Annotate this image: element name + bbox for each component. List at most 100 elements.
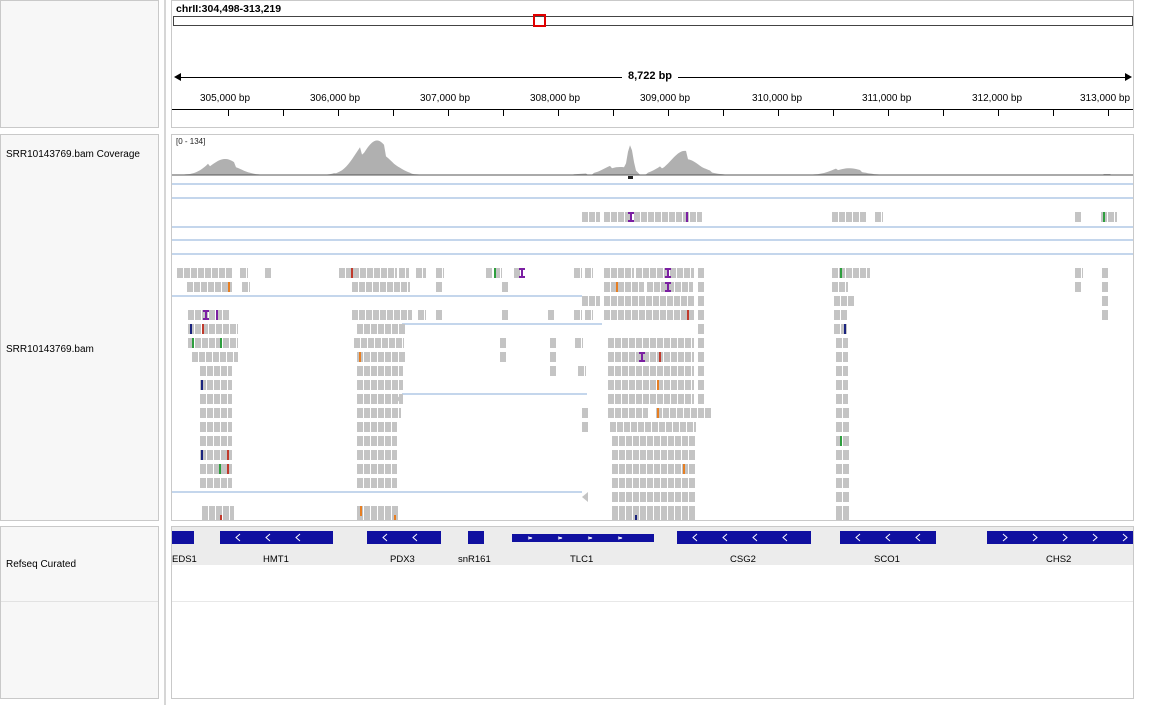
aligned-read: [692, 338, 694, 348]
aligned-read: [381, 268, 387, 278]
aligned-read: [625, 268, 631, 278]
ruler-tick: [998, 109, 999, 116]
ruler-label: 308,000 bp: [530, 93, 581, 104]
aligned-read: [229, 282, 232, 292]
ruler-tick: [338, 109, 339, 116]
aligned-read: [612, 436, 618, 446]
aligned-read: [640, 478, 646, 488]
aligned-read: [214, 366, 220, 376]
aligned-read: [611, 296, 617, 306]
gene-label[interactable]: CSG2: [730, 554, 756, 565]
aligned-read: [684, 268, 690, 278]
aligned-read: [689, 492, 695, 502]
locus-label: chrII:304,498-313,219: [176, 3, 282, 15]
aligned-read: [230, 515, 234, 520]
aligned-read: [378, 478, 384, 488]
alignment-view[interactable]: [172, 135, 1133, 520]
aligned-read: [608, 394, 614, 404]
gene-label[interactable]: CHS2: [1046, 554, 1072, 565]
gene-label[interactable]: PDX3: [390, 554, 415, 565]
coverage-track-name[interactable]: SRR10143769.bam Coverage: [6, 149, 140, 160]
gene-feature: [677, 531, 811, 544]
aligned-read: [661, 492, 667, 502]
ruler-tick: [283, 109, 284, 116]
panel-splitter[interactable]: [164, 0, 166, 705]
gene-label[interactable]: snR161: [458, 554, 491, 565]
aligned-read: [612, 515, 618, 520]
aligned-read: [208, 282, 214, 292]
aligned-read: [626, 506, 632, 516]
strand-arrow-icon: [1062, 533, 1068, 542]
aligned-read: [228, 408, 232, 418]
aligned-read: [198, 268, 204, 278]
aligned-read: [684, 408, 690, 418]
read-arrow-icon: [396, 394, 402, 404]
aligned-read: [378, 436, 384, 446]
gene-label[interactable]: HMT1: [263, 554, 289, 565]
aligned-read: [625, 310, 631, 320]
data-name-panel: SRR10143769.bam Coverage SRR10143769.bam: [0, 134, 159, 521]
aligned-read: [685, 352, 691, 362]
aligned-read: [660, 296, 666, 306]
aligned-read: [650, 338, 656, 348]
insertion-marker-cap: [665, 282, 671, 284]
aligned-read: [247, 268, 248, 278]
aligned-read: [836, 422, 842, 432]
aligned-read: [853, 212, 859, 222]
mismatch-mark: [360, 506, 362, 516]
aligned-read: [663, 408, 669, 418]
aligned-read: [640, 464, 646, 474]
aligned-read: [385, 450, 391, 460]
insertion-marker: [630, 212, 632, 222]
aligned-read: [661, 464, 667, 474]
aligned-read: [675, 464, 681, 474]
aligned-read: [654, 506, 660, 516]
aligned-read: [671, 380, 677, 390]
aligned-read: [633, 506, 639, 516]
aligned-read: [385, 352, 391, 362]
aligned-read: [392, 324, 398, 334]
aligned-read: [629, 366, 635, 376]
gene-label[interactable]: SCO1: [874, 554, 900, 565]
aligned-read: [636, 366, 642, 376]
insertion-marker-cap: [203, 318, 209, 320]
gene-label[interactable]: TLC1: [570, 554, 594, 565]
aligned-read: [207, 408, 213, 418]
span-arrow-left-icon: [174, 73, 181, 81]
aligned-read: [188, 310, 194, 320]
refseq-track-name[interactable]: Refseq Curated: [6, 559, 77, 570]
aligned-read: [836, 380, 842, 390]
aligned-read: [633, 450, 639, 460]
aligned-read: [214, 380, 220, 390]
aligned-read: [836, 506, 842, 516]
aligned-read: [843, 338, 848, 348]
aligned-read: [636, 394, 642, 404]
refseq-gene-view[interactable]: [172, 527, 1133, 567]
aligned-read: [371, 464, 377, 474]
aligned-read: [608, 408, 614, 418]
alignment-track-name[interactable]: SRR10143769.bam: [6, 344, 94, 355]
aligned-read: [240, 268, 246, 278]
chromosome-ideogram[interactable]: [173, 14, 1133, 27]
current-region-marker[interactable]: [533, 14, 546, 27]
aligned-read: [662, 212, 668, 222]
aligned-read: [626, 492, 632, 502]
mismatch-mark: [394, 515, 396, 520]
aligned-read: [249, 282, 250, 292]
aligned-read: [592, 268, 593, 278]
aligned-read: [200, 394, 206, 404]
aligned-read: [611, 268, 617, 278]
aligned-read: [626, 450, 632, 460]
aligned-read: [1102, 296, 1108, 306]
aligned-read: [698, 296, 704, 306]
aligned-read: [681, 296, 687, 306]
aligned-read: [664, 338, 670, 348]
aligned-read: [836, 366, 842, 376]
insertion-marker-cap: [519, 268, 525, 270]
aligned-read: [1082, 268, 1083, 278]
insertion-marker-cap: [639, 352, 645, 354]
aligned-read: [631, 422, 637, 432]
aligned-read: [653, 310, 659, 320]
gene-label[interactable]: EDS1: [172, 554, 197, 565]
aligned-read: [371, 506, 377, 516]
